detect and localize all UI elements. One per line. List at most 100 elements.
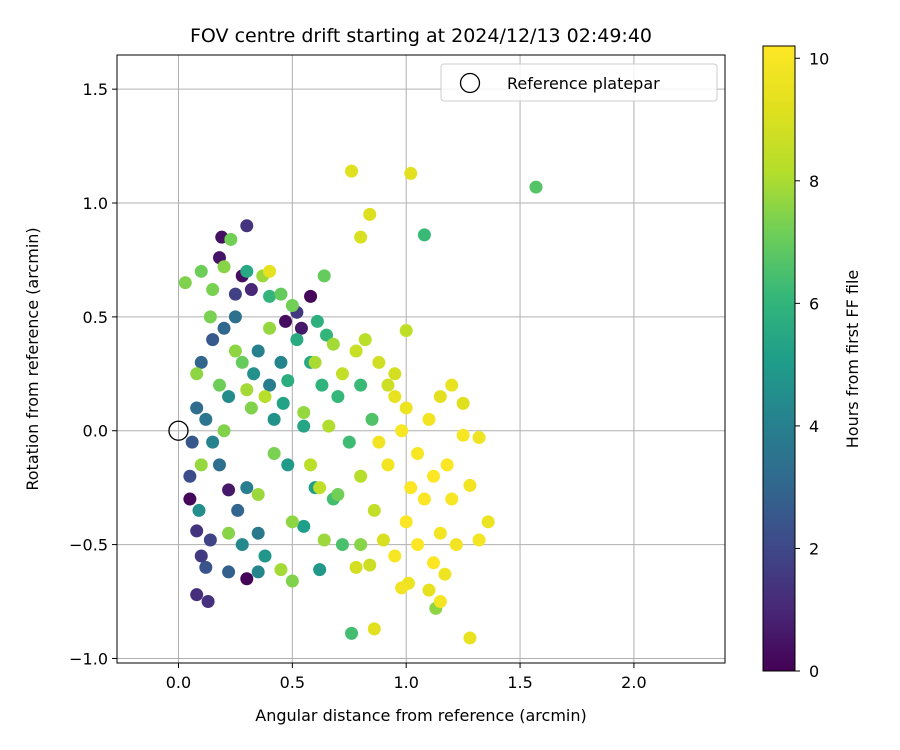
colorbar-tick-label: 0	[809, 662, 819, 681]
data-point	[240, 481, 254, 495]
y-tick-label: −0.5	[69, 536, 108, 555]
data-point	[228, 310, 242, 324]
colorbar-tick-label: 10	[809, 49, 829, 68]
data-point	[317, 269, 331, 283]
y-tick-label: 0.0	[83, 422, 108, 441]
data-point	[224, 232, 238, 246]
y-axis-label: Rotation from reference (arcmin)	[23, 227, 42, 490]
data-point	[290, 333, 304, 347]
data-point	[178, 276, 192, 290]
y-tick-label: 1.5	[83, 80, 108, 99]
data-point	[310, 314, 324, 328]
data-point	[258, 549, 272, 563]
plot-frame	[116, 54, 726, 664]
data-point	[365, 412, 379, 426]
data-point	[212, 378, 226, 392]
data-point	[240, 219, 254, 233]
data-point	[285, 298, 299, 312]
data-point	[251, 344, 265, 358]
data-point	[190, 524, 204, 538]
data-point	[388, 390, 402, 404]
data-point	[194, 549, 208, 563]
data-point	[463, 478, 477, 492]
data-point	[203, 310, 217, 324]
data-point	[297, 419, 311, 433]
data-point	[206, 333, 220, 347]
data-point	[529, 180, 543, 194]
data-point	[381, 458, 395, 472]
data-point	[222, 390, 236, 404]
data-point	[322, 419, 336, 433]
data-point	[358, 333, 372, 347]
data-point	[212, 458, 226, 472]
data-point	[297, 519, 311, 533]
data-point	[438, 567, 452, 581]
y-tick-label: 1.0	[83, 194, 108, 213]
colorbar: 0 2 4 6 8 10 Hours from first FF file	[762, 45, 862, 681]
data-point	[417, 228, 431, 242]
data-point	[472, 431, 486, 445]
data-point	[456, 428, 470, 442]
data-point	[235, 355, 249, 369]
data-point	[304, 289, 318, 303]
data-point	[185, 435, 199, 449]
data-point	[194, 458, 208, 472]
data-point	[404, 481, 418, 495]
data-point	[263, 264, 277, 278]
data-point	[354, 378, 368, 392]
data-point	[388, 549, 402, 563]
data-point	[203, 533, 217, 547]
data-point	[481, 515, 495, 529]
y-tick-label: 0.5	[83, 308, 108, 327]
data-point	[258, 390, 272, 404]
data-point	[399, 401, 413, 415]
data-point	[194, 355, 208, 369]
data-point	[194, 264, 208, 278]
data-point	[285, 574, 299, 588]
data-point	[228, 287, 242, 301]
data-point	[217, 260, 231, 274]
data-point	[395, 424, 409, 438]
data-point	[326, 337, 340, 351]
data-point	[363, 558, 377, 572]
data-points	[178, 164, 543, 645]
data-point	[354, 230, 368, 244]
x-tick-label: 1.5	[507, 673, 532, 692]
reference-marker-layer	[168, 420, 189, 441]
data-point	[251, 565, 265, 579]
data-point	[217, 321, 231, 335]
x-tick-label: 2.0	[621, 673, 646, 692]
data-point	[427, 469, 441, 483]
data-point	[381, 378, 395, 392]
data-point	[388, 367, 402, 381]
data-point	[363, 207, 377, 221]
data-point	[427, 556, 441, 570]
data-point	[231, 503, 245, 517]
data-point	[313, 481, 327, 495]
data-point	[297, 406, 311, 420]
data-point	[240, 572, 254, 586]
data-point	[308, 355, 322, 369]
data-point	[222, 483, 236, 497]
x-tick-label: 0.5	[280, 673, 305, 692]
data-point	[433, 526, 447, 540]
data-point	[449, 538, 463, 552]
data-point	[313, 563, 327, 577]
data-point	[279, 314, 293, 328]
data-point	[372, 435, 386, 449]
data-point	[206, 435, 220, 449]
colorbar-gradient	[762, 45, 796, 672]
data-point	[422, 583, 436, 597]
x-axis-ticks: 0.0 0.5 1.0 1.5 2.0	[166, 663, 647, 692]
y-axis-ticks: −1.0 −0.5 0.0 0.5 1.0 1.5	[69, 80, 117, 668]
data-point	[201, 595, 215, 609]
colorbar-ticks: 0 2 4 6 8 10	[795, 49, 829, 681]
data-point	[399, 515, 413, 529]
data-point	[456, 396, 470, 410]
data-point	[251, 526, 265, 540]
data-point	[417, 492, 431, 506]
data-point	[274, 287, 288, 301]
data-point	[235, 538, 249, 552]
data-point	[294, 321, 308, 335]
